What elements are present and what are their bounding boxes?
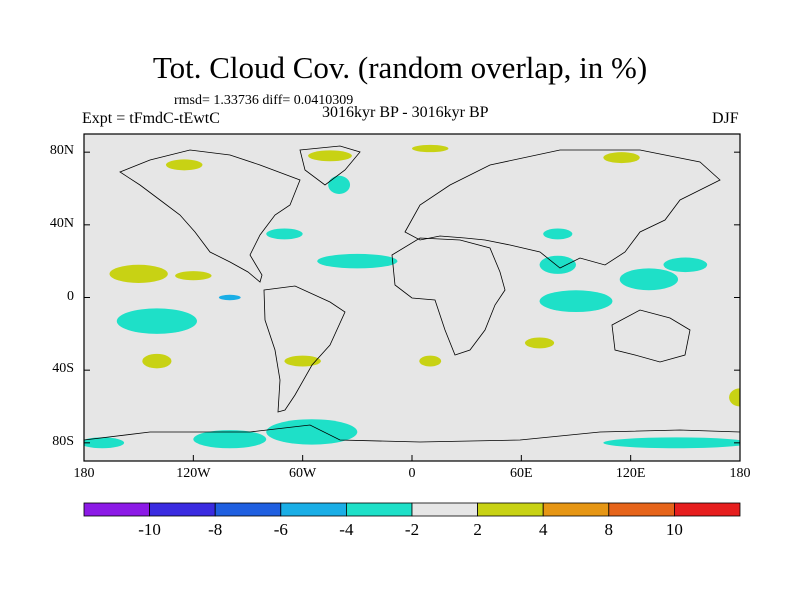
- cloud-anomaly-field: [84, 144, 740, 449]
- anomaly-region: [663, 257, 708, 273]
- lat-label: 0: [67, 288, 74, 304]
- anomaly-region: [266, 419, 358, 445]
- anomaly-region: [116, 308, 197, 334]
- anomaly-region: [193, 430, 267, 449]
- axis-ticks: [83, 151, 741, 461]
- anomaly-region: [543, 228, 573, 240]
- anomaly-region: [166, 159, 203, 171]
- coastlines: [84, 145, 740, 443]
- colorbar-swatch: [477, 502, 544, 517]
- colorbar-label: -2: [404, 520, 420, 539]
- colorbar-swatch: [345, 502, 413, 517]
- lat-label: 40S: [52, 361, 74, 377]
- lat-label: 80S: [52, 433, 74, 449]
- anomaly-region: [412, 144, 449, 153]
- anomaly-region: [317, 253, 398, 269]
- lon-label: 120E: [615, 466, 646, 481]
- colorbar-swatch: [83, 502, 150, 517]
- period-label: 3016kyr BP - 3016kyr BP: [322, 104, 489, 121]
- anomaly-region: [619, 268, 679, 291]
- coast-greenland: [299, 145, 361, 186]
- anomaly-region: [84, 437, 125, 449]
- coast-africa: [391, 237, 506, 356]
- anomaly-region: [539, 290, 613, 313]
- experiment-label: Expt = tFmdC-tEwtC: [82, 110, 220, 127]
- colorbar-label: -10: [138, 520, 161, 539]
- colorbar-label: 10: [665, 520, 683, 539]
- stats-line: rmsd= 1.33736 diff= 0.0410309: [174, 93, 354, 108]
- anomaly-region: [308, 150, 352, 162]
- lon-label: 180: [73, 466, 95, 481]
- anomaly-region: [266, 228, 303, 240]
- anomaly-region: [142, 353, 172, 369]
- coast-australia: [611, 309, 691, 363]
- lon-label: 180: [729, 466, 751, 481]
- coast-eurasia: [404, 149, 721, 269]
- colorbar-swatch: [280, 502, 347, 517]
- anomaly-region: [419, 355, 442, 367]
- anomaly-region: [603, 437, 740, 449]
- season-label: DJF: [712, 110, 739, 127]
- anomaly-region: [284, 355, 321, 367]
- colorbar-swatch: [674, 502, 741, 517]
- coast-north-america: [119, 149, 301, 283]
- colorbar-swatch: [608, 502, 675, 517]
- lon-label: 0: [408, 466, 416, 481]
- lon-label: 60W: [289, 466, 317, 481]
- anomaly-region: [539, 255, 576, 274]
- anomaly-region: [175, 271, 212, 281]
- anomaly-region: [603, 152, 640, 164]
- anomaly-region: [328, 175, 351, 194]
- anomaly-region: [729, 388, 740, 407]
- anomaly-region: [218, 294, 241, 301]
- colorbar-swatch: [149, 502, 216, 517]
- anomaly-region: [109, 264, 168, 283]
- lon-label: 120W: [176, 466, 211, 481]
- lat-label: 40N: [49, 215, 74, 231]
- colorbar-label: 8: [604, 520, 614, 539]
- colorbar-label: -4: [339, 520, 354, 539]
- coast-south-america: [263, 285, 346, 413]
- colorbar-swatch: [214, 502, 282, 517]
- coast-antarctica: [84, 424, 740, 443]
- colorbar-swatch: [542, 502, 610, 517]
- colorbar: [83, 502, 741, 517]
- lon-label: 60E: [510, 466, 533, 481]
- colorbar-label: -6: [273, 520, 288, 539]
- colorbar-swatch: [411, 502, 478, 517]
- colorbar-label: 2: [473, 520, 482, 539]
- lat-label: 80N: [49, 143, 74, 159]
- map-title: Tot. Cloud Cov. (random overlap, in %): [152, 50, 648, 85]
- anomaly-region: [524, 337, 555, 349]
- colorbar-label: 4: [538, 520, 548, 539]
- colorbar-label: -8: [208, 520, 223, 539]
